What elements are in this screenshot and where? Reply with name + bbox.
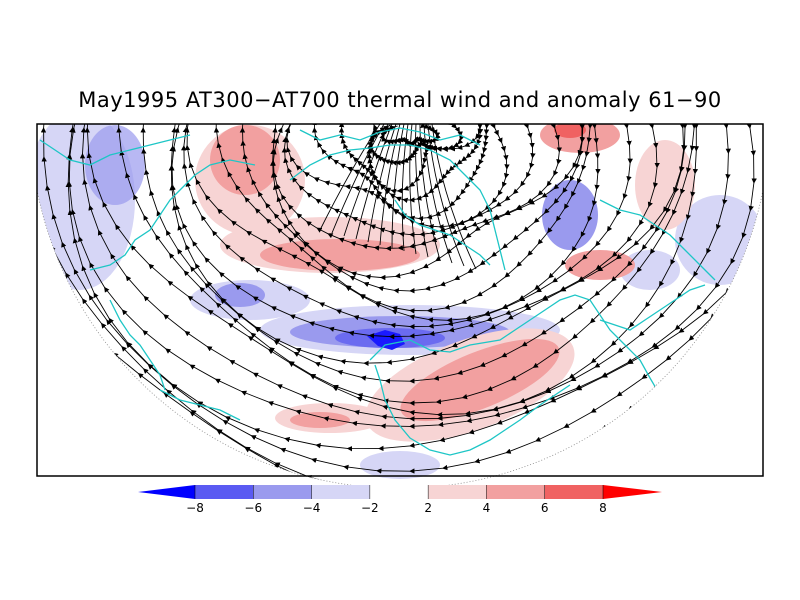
map-frame (36, 123, 764, 477)
streamline (391, 124, 405, 249)
coastline-islands (599, 199, 716, 281)
streamline (401, 124, 409, 252)
colorbar-segment (369, 485, 429, 499)
anomaly-positive-area (210, 125, 280, 195)
anomaly-positive-area (290, 412, 350, 428)
page-title: May1995 AT300−AT700 thermal wind and ano… (78, 88, 722, 112)
streamline (343, 124, 389, 237)
colorbar-tick-label: −4 (303, 501, 321, 515)
streamline (431, 124, 477, 270)
colorbar-tick-label: −8 (186, 501, 204, 515)
anomaly-negative-area (215, 283, 265, 307)
colorbar: −8 −6 −4 −2 2 4 6 8 (138, 485, 662, 515)
anomaly-negative-area (85, 125, 145, 205)
coastlines (39, 127, 716, 456)
colorbar-tick-label: 6 (541, 501, 549, 515)
streamline (355, 124, 393, 240)
coastline-greenland (394, 199, 491, 266)
colorbar-segment (195, 485, 254, 499)
streamline (415, 124, 429, 258)
colorbar-tick-label: −6 (244, 501, 262, 515)
coastline-arctic (299, 127, 481, 146)
coastline-europe (109, 299, 166, 391)
colorbar-tick-label: 2 (424, 501, 432, 515)
colorbar-segment (544, 485, 603, 499)
coastline-arctic (289, 144, 506, 271)
colorbar-tick-label: 8 (599, 501, 607, 515)
colorbar-segment (486, 485, 545, 499)
streamline (423, 124, 453, 264)
coastline-north-america (369, 294, 661, 396)
colorbar-tick-label: 4 (483, 501, 491, 515)
coastline-islands (599, 284, 706, 331)
streamline (427, 124, 465, 267)
streamline (409, 124, 417, 255)
streamline (419, 124, 441, 261)
streamline (367, 124, 397, 243)
colorbar-segment (428, 485, 487, 499)
colorbar-tick-label: −2 (361, 501, 379, 515)
streamline (379, 124, 401, 246)
colorbar-segment (253, 485, 312, 499)
hemisphere-boundary (36, 189, 764, 489)
streamline (338, 124, 484, 204)
coastline-europe (89, 159, 256, 271)
colorbar-segment (311, 485, 370, 499)
colorbar-segment (603, 485, 662, 499)
anomaly-negative-area (542, 180, 598, 250)
coastline-asia (39, 134, 191, 166)
streamline (319, 124, 381, 231)
streamline (331, 124, 385, 234)
anomaly-negative-area (360, 451, 440, 479)
anomaly-positive-area (260, 239, 420, 271)
coastline-africa (159, 389, 241, 421)
colorbar-segment (138, 485, 195, 499)
coastline-north-america (374, 364, 571, 456)
